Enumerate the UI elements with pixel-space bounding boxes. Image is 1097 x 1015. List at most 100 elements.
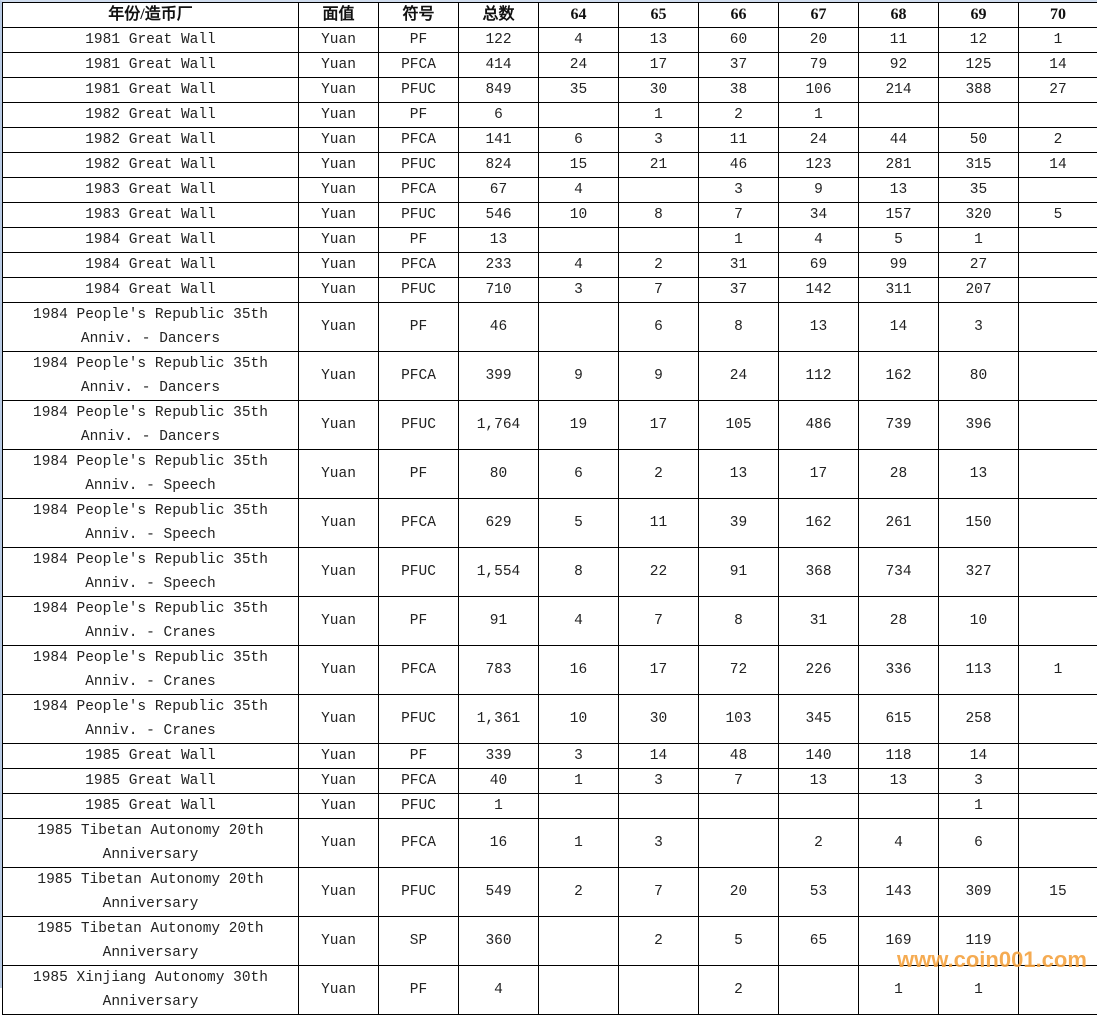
cell-denomination[interactable]: Yuan xyxy=(299,53,379,78)
column-header-g69[interactable]: 69 xyxy=(939,3,1019,28)
cell-total[interactable]: 16 xyxy=(459,819,539,868)
cell-denomination[interactable]: Yuan xyxy=(299,868,379,917)
cell-g69[interactable]: 3 xyxy=(939,769,1019,794)
cell-year-mint[interactable]: 1984 Great Wall xyxy=(3,278,299,303)
cell-g64[interactable]: 16 xyxy=(539,646,619,695)
cell-g66[interactable]: 37 xyxy=(699,53,779,78)
cell-g65[interactable]: 2 xyxy=(619,253,699,278)
cell-denomination[interactable]: Yuan xyxy=(299,153,379,178)
cell-g70[interactable]: 14 xyxy=(1019,53,1097,78)
cell-symbol[interactable]: PFUC xyxy=(379,78,459,103)
cell-g64[interactable]: 4 xyxy=(539,178,619,203)
cell-year-mint[interactable]: 1984 People's Republic 35th Anniv. - Cra… xyxy=(3,646,299,695)
cell-g64[interactable]: 6 xyxy=(539,128,619,153)
cell-g67[interactable]: 4 xyxy=(779,228,859,253)
cell-g64[interactable] xyxy=(539,303,619,352)
cell-g66[interactable]: 13 xyxy=(699,450,779,499)
cell-g65[interactable] xyxy=(619,178,699,203)
cell-g69[interactable]: 125 xyxy=(939,53,1019,78)
cell-g67[interactable]: 65 xyxy=(779,917,859,966)
cell-g67[interactable] xyxy=(779,794,859,819)
cell-g67[interactable] xyxy=(779,966,859,1015)
cell-symbol[interactable]: PF xyxy=(379,597,459,646)
cell-denomination[interactable]: Yuan xyxy=(299,303,379,352)
cell-g66[interactable]: 31 xyxy=(699,253,779,278)
cell-g70[interactable]: 1 xyxy=(1019,28,1097,53)
cell-g70[interactable] xyxy=(1019,178,1097,203)
cell-denomination[interactable]: Yuan xyxy=(299,744,379,769)
column-header-denomination[interactable]: 面值 xyxy=(299,3,379,28)
cell-total[interactable]: 6 xyxy=(459,103,539,128)
cell-denomination[interactable]: Yuan xyxy=(299,819,379,868)
cell-g70[interactable] xyxy=(1019,548,1097,597)
cell-g68[interactable]: 13 xyxy=(859,769,939,794)
cell-g66[interactable]: 3 xyxy=(699,178,779,203)
cell-g66[interactable]: 103 xyxy=(699,695,779,744)
cell-g64[interactable] xyxy=(539,917,619,966)
cell-year-mint[interactable]: 1984 People's Republic 35th Anniv. - Dan… xyxy=(3,401,299,450)
cell-g66[interactable]: 11 xyxy=(699,128,779,153)
cell-g64[interactable]: 35 xyxy=(539,78,619,103)
cell-g64[interactable]: 3 xyxy=(539,744,619,769)
cell-g69[interactable]: 6 xyxy=(939,819,1019,868)
cell-g66[interactable]: 2 xyxy=(699,103,779,128)
cell-denomination[interactable]: Yuan xyxy=(299,548,379,597)
cell-g70[interactable]: 15 xyxy=(1019,868,1097,917)
cell-g66[interactable]: 105 xyxy=(699,401,779,450)
cell-year-mint[interactable]: 1984 People's Republic 35th Anniv. - Spe… xyxy=(3,499,299,548)
cell-denomination[interactable]: Yuan xyxy=(299,253,379,278)
cell-g67[interactable]: 17 xyxy=(779,450,859,499)
cell-g67[interactable]: 2 xyxy=(779,819,859,868)
cell-g67[interactable]: 79 xyxy=(779,53,859,78)
cell-denomination[interactable]: Yuan xyxy=(299,917,379,966)
cell-symbol[interactable]: PFCA xyxy=(379,128,459,153)
cell-total[interactable]: 360 xyxy=(459,917,539,966)
cell-g66[interactable]: 5 xyxy=(699,917,779,966)
cell-g68[interactable]: 157 xyxy=(859,203,939,228)
column-header-g66[interactable]: 66 xyxy=(699,3,779,28)
cell-year-mint[interactable]: 1984 People's Republic 35th Anniv. - Dan… xyxy=(3,303,299,352)
column-header-symbol[interactable]: 符号 xyxy=(379,3,459,28)
cell-denomination[interactable]: Yuan xyxy=(299,695,379,744)
cell-symbol[interactable]: PF xyxy=(379,228,459,253)
cell-year-mint[interactable]: 1985 Great Wall xyxy=(3,769,299,794)
cell-g69[interactable]: 50 xyxy=(939,128,1019,153)
cell-g66[interactable]: 2 xyxy=(699,966,779,1015)
cell-symbol[interactable]: PFUC xyxy=(379,401,459,450)
cell-g64[interactable]: 6 xyxy=(539,450,619,499)
cell-g68[interactable]: 214 xyxy=(859,78,939,103)
cell-symbol[interactable]: PFUC xyxy=(379,153,459,178)
cell-denomination[interactable]: Yuan xyxy=(299,794,379,819)
cell-g68[interactable]: 28 xyxy=(859,597,939,646)
cell-g69[interactable]: 27 xyxy=(939,253,1019,278)
cell-symbol[interactable]: PFCA xyxy=(379,253,459,278)
cell-symbol[interactable]: PFCA xyxy=(379,499,459,548)
cell-total[interactable]: 629 xyxy=(459,499,539,548)
cell-g68[interactable]: 13 xyxy=(859,178,939,203)
cell-g67[interactable]: 112 xyxy=(779,352,859,401)
cell-g70[interactable] xyxy=(1019,303,1097,352)
cell-year-mint[interactable]: 1985 Great Wall xyxy=(3,744,299,769)
cell-total[interactable]: 546 xyxy=(459,203,539,228)
cell-denomination[interactable]: Yuan xyxy=(299,203,379,228)
cell-year-mint[interactable]: 1985 Xinjiang Autonomy 30th Anniversary xyxy=(3,966,299,1015)
cell-year-mint[interactable]: 1983 Great Wall xyxy=(3,178,299,203)
cell-g65[interactable] xyxy=(619,228,699,253)
cell-g65[interactable] xyxy=(619,794,699,819)
cell-g65[interactable]: 2 xyxy=(619,450,699,499)
cell-total[interactable]: 1,764 xyxy=(459,401,539,450)
cell-g68[interactable]: 615 xyxy=(859,695,939,744)
cell-g66[interactable]: 1 xyxy=(699,228,779,253)
cell-g68[interactable] xyxy=(859,794,939,819)
cell-symbol[interactable]: PFUC xyxy=(379,548,459,597)
column-header-g64[interactable]: 64 xyxy=(539,3,619,28)
cell-g64[interactable]: 19 xyxy=(539,401,619,450)
cell-g66[interactable]: 20 xyxy=(699,868,779,917)
cell-g68[interactable]: 162 xyxy=(859,352,939,401)
cell-symbol[interactable]: PFCA xyxy=(379,646,459,695)
cell-g64[interactable]: 9 xyxy=(539,352,619,401)
cell-symbol[interactable]: PF xyxy=(379,103,459,128)
cell-g67[interactable]: 142 xyxy=(779,278,859,303)
cell-g68[interactable]: 734 xyxy=(859,548,939,597)
cell-g67[interactable]: 13 xyxy=(779,769,859,794)
